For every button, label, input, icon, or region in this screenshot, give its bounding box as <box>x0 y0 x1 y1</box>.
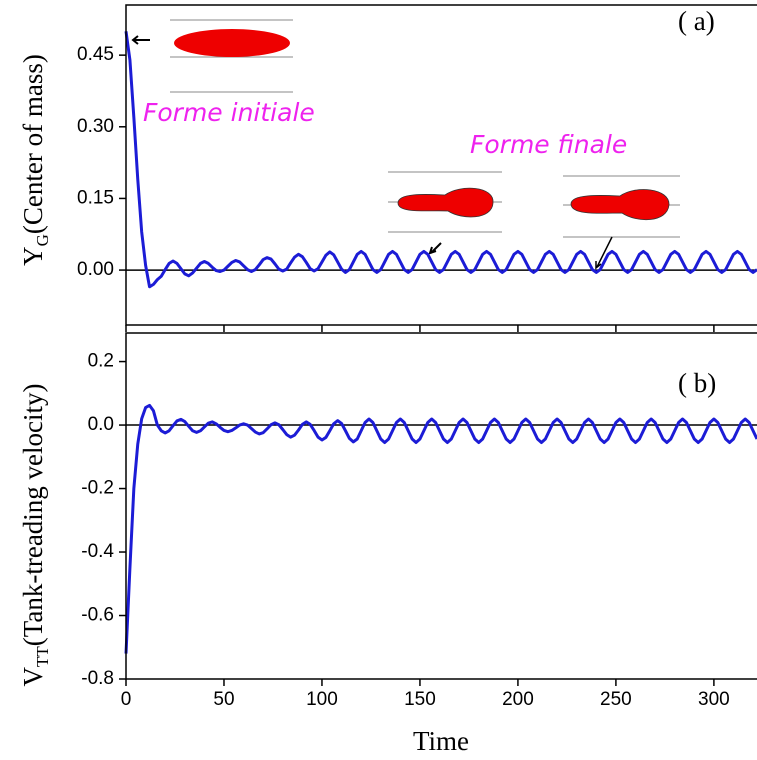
y-axis-label-main: V <box>18 667 48 687</box>
y-tick-label: -0.2 <box>81 478 114 499</box>
x-tick-label: 50 <box>213 689 234 710</box>
data-line <box>124 31 757 289</box>
x-tick-label: 0 <box>121 689 132 710</box>
y-axis-label-main: Y <box>18 246 48 266</box>
x-tick-label: 250 <box>600 689 632 710</box>
plot-frame <box>125 332 757 680</box>
x-axis-label: Time <box>413 726 469 756</box>
y-tick-label: 0.45 <box>77 44 114 65</box>
x-tick-label: 150 <box>404 689 436 710</box>
y-tick-label: -0.4 <box>81 541 114 562</box>
annotation: Forme initiale <box>143 98 315 127</box>
shape-initial <box>131 19 293 93</box>
y-tick-label: 0.30 <box>77 116 114 137</box>
y-axis-label-sub: G <box>33 234 52 246</box>
y-axis-label-rest: (Center of mass) <box>18 54 48 234</box>
y-axis-label-sub: TT <box>33 646 52 667</box>
panel-label: ( b) <box>678 368 716 398</box>
y-tick-label: 0.00 <box>77 259 114 280</box>
x-tick-label: 200 <box>502 689 534 710</box>
plot-frame <box>125 4 757 326</box>
shape-final <box>388 171 680 270</box>
x-tick-label: 300 <box>698 689 730 710</box>
y-tick-label: 0.2 <box>88 351 114 372</box>
y-tick-label: -0.8 <box>81 668 114 689</box>
annotation: Forme finale <box>470 130 627 159</box>
x-tick-label: 100 <box>306 689 338 710</box>
y-tick-label: -0.6 <box>81 605 114 626</box>
y-tick-label: 0.0 <box>88 414 114 435</box>
data-line <box>124 403 757 654</box>
y-tick-label: 0.15 <box>77 187 114 208</box>
y-axis-label-rest: (Tank-treading velocity) <box>18 383 48 646</box>
y-axis-label: YG(Center of mass) <box>18 54 52 266</box>
y-axis-label: VTT(Tank-treading velocity) <box>18 383 52 686</box>
panel-label: ( a) <box>678 6 715 36</box>
